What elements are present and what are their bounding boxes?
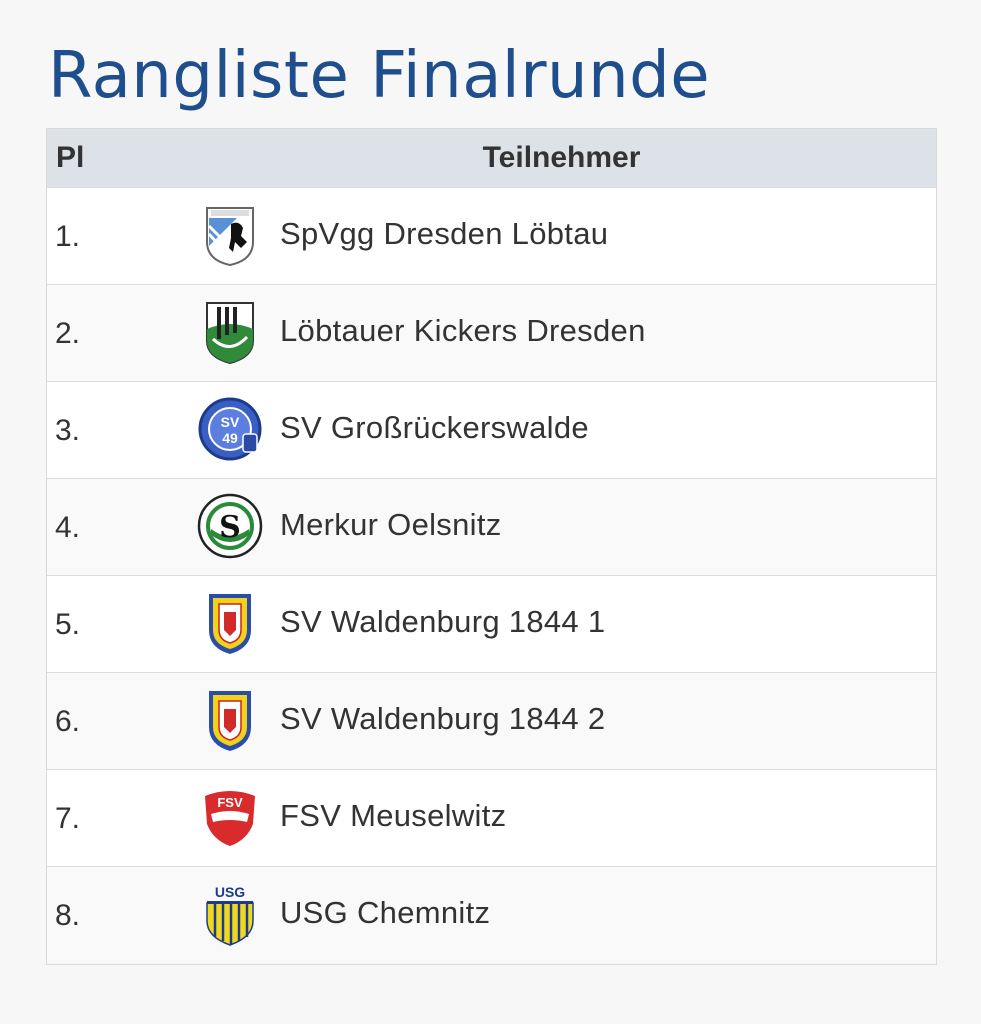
- team-name: SV Waldenburg 1844 2: [280, 701, 606, 736]
- rank-cell: 2.: [55, 317, 81, 350]
- svg-text:USG: USG: [215, 884, 245, 900]
- table-row[interactable]: 4. S Merkur Oelsnitz: [47, 479, 936, 576]
- fsv-meuselwitz-crest-icon: FSV: [205, 791, 255, 846]
- svg-text:SV: SV: [221, 414, 240, 430]
- table-row[interactable]: 2. Löbtauer Kickers Dresden: [47, 285, 936, 382]
- merkur-oelsnitz-crest-icon: S: [197, 493, 263, 559]
- header-rank: Pl: [56, 141, 85, 174]
- table-row[interactable]: 6. SV Waldenburg 1844 2: [47, 673, 936, 770]
- table-row[interactable]: 1. SpVgg Dresden Löbtau: [47, 188, 936, 285]
- sv-waldenburg-crest-icon: [209, 594, 251, 654]
- team-name: Merkur Oelsnitz: [280, 507, 502, 542]
- table-row[interactable]: 8. USG USG Chemnitz: [47, 867, 936, 964]
- team-name: SV Waldenburg 1844 1: [280, 604, 606, 639]
- sv-waldenburg-crest-icon: [209, 691, 251, 751]
- sv-grossrueckerswalde-crest-icon: SV 49: [198, 397, 262, 461]
- header-team: Teilnehmer: [482, 141, 641, 174]
- ranking-table: Pl Teilnehmer 1. SpVgg Dresden Löbtau 2.: [46, 128, 937, 965]
- table-row[interactable]: 3. SV 49 SV Großrückerswalde: [47, 382, 936, 479]
- loebtauer-kickers-crest-icon: [206, 302, 254, 365]
- team-name: Löbtauer Kickers Dresden: [280, 313, 646, 348]
- table-row[interactable]: 7. FSV FSV Meuselwitz: [47, 770, 936, 867]
- svg-text:S: S: [219, 510, 241, 545]
- usg-chemnitz-crest-icon: USG: [206, 884, 254, 946]
- team-name: FSV Meuselwitz: [280, 798, 507, 833]
- rank-cell: 4.: [55, 511, 81, 544]
- rank-cell: 7.: [55, 802, 81, 835]
- table-body: 1. SpVgg Dresden Löbtau 2. Löbtauer Kick…: [47, 188, 936, 964]
- svg-text:49: 49: [222, 430, 238, 446]
- team-name: SV Großrückerswalde: [280, 410, 589, 445]
- svg-text:FSV: FSV: [217, 795, 243, 810]
- rank-cell: 5.: [55, 608, 81, 641]
- rank-cell: 6.: [55, 705, 81, 738]
- page-title: Rangliste Finalrunde: [48, 39, 711, 113]
- rank-cell: 3.: [55, 414, 81, 447]
- table-row[interactable]: 5. SV Waldenburg 1844 1: [47, 576, 936, 673]
- rank-cell: 1.: [55, 220, 81, 253]
- spvgg-dresden-loebtau-crest-icon: [206, 207, 254, 267]
- table-header: Pl Teilnehmer: [47, 129, 936, 188]
- team-name: USG Chemnitz: [280, 895, 491, 930]
- team-name: SpVgg Dresden Löbtau: [280, 216, 609, 251]
- rank-cell: 8.: [55, 899, 81, 932]
